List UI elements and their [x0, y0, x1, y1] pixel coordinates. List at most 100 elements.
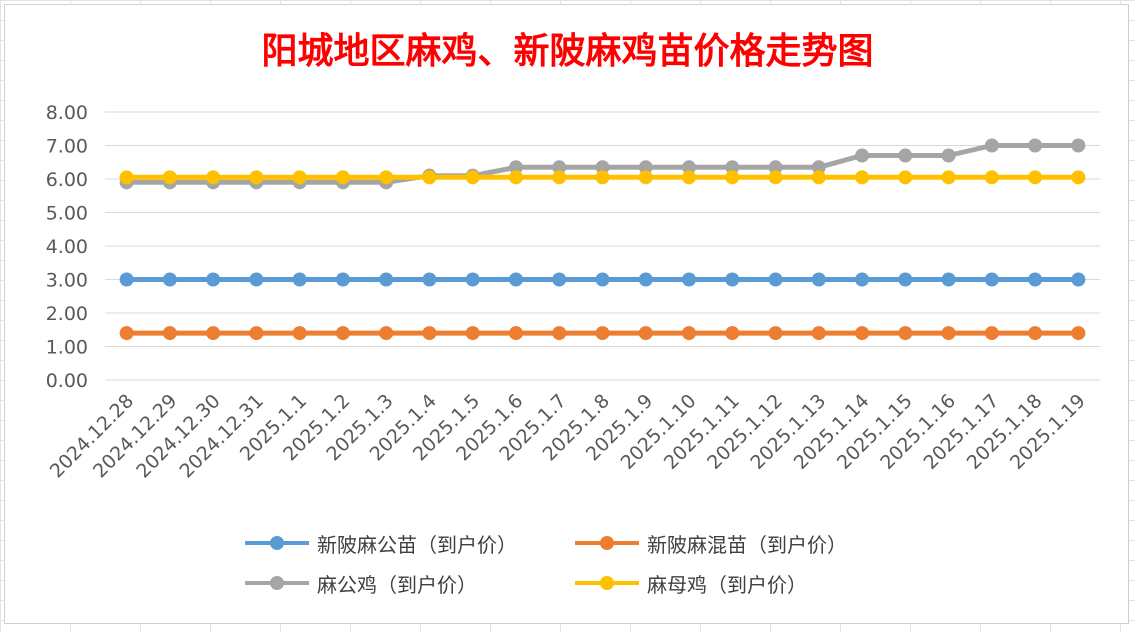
data-point — [898, 170, 913, 185]
data-point — [855, 170, 870, 185]
y-tick-label: 2.00 — [46, 303, 88, 325]
data-point — [292, 170, 307, 185]
data-point — [1028, 272, 1043, 287]
data-point — [768, 272, 783, 287]
data-point — [552, 170, 567, 185]
data-point — [855, 326, 870, 341]
data-point — [855, 148, 870, 163]
data-point — [508, 326, 523, 341]
data-point — [552, 326, 567, 341]
data-point — [422, 170, 437, 185]
data-point — [206, 326, 221, 341]
y-tick-label: 1.00 — [46, 337, 88, 359]
data-point — [119, 170, 134, 185]
data-point — [379, 170, 394, 185]
data-point — [1028, 138, 1043, 153]
data-point — [682, 272, 697, 287]
data-point — [768, 170, 783, 185]
data-point — [379, 272, 394, 287]
chart-title: 阳城地区麻鸡、新陂麻鸡苗价格走势图 — [261, 30, 874, 72]
data-point — [335, 326, 350, 341]
data-point — [811, 170, 826, 185]
data-point — [941, 170, 956, 185]
legend-label: 麻公鸡（到户价） — [317, 572, 477, 597]
legend-label: 新陂麻混苗（到户价） — [647, 532, 847, 557]
data-point — [984, 170, 999, 185]
data-point — [465, 272, 480, 287]
data-point — [984, 326, 999, 341]
data-point — [292, 326, 307, 341]
data-point — [1071, 326, 1086, 341]
data-point — [725, 326, 740, 341]
data-point — [206, 272, 221, 287]
legend-item: 麻公鸡（到户价） — [245, 570, 575, 597]
data-point — [206, 170, 221, 185]
data-point — [119, 272, 134, 287]
legend-marker — [245, 570, 309, 596]
data-point — [552, 160, 567, 175]
y-tick-label: 6.00 — [46, 169, 88, 191]
legend-marker — [575, 530, 639, 556]
data-point — [508, 272, 523, 287]
data-point — [1071, 138, 1086, 153]
data-point — [811, 272, 826, 287]
data-point — [162, 170, 177, 185]
data-point — [595, 170, 610, 185]
data-point — [422, 326, 437, 341]
data-point — [552, 272, 567, 287]
data-point — [638, 160, 653, 175]
y-tick-label: 4.00 — [46, 236, 88, 258]
data-point — [898, 272, 913, 287]
legend-marker — [245, 530, 309, 556]
data-point — [941, 326, 956, 341]
data-point — [811, 160, 826, 175]
data-point — [249, 272, 264, 287]
data-point — [422, 272, 437, 287]
data-point — [638, 272, 653, 287]
y-tick-label: 5.00 — [46, 203, 88, 225]
y-tick-label: 8.00 — [46, 102, 88, 124]
legend-marker — [575, 570, 639, 596]
data-point — [725, 160, 740, 175]
data-point — [1028, 170, 1043, 185]
data-point — [508, 160, 523, 175]
data-point — [898, 326, 913, 341]
data-point — [768, 326, 783, 341]
data-point — [638, 170, 653, 185]
data-point — [508, 170, 523, 185]
data-point — [941, 272, 956, 287]
chart-area[interactable] — [4, 4, 1129, 624]
data-point — [984, 272, 999, 287]
data-point — [725, 170, 740, 185]
data-point — [595, 160, 610, 175]
data-point — [811, 326, 826, 341]
data-point — [465, 170, 480, 185]
data-point — [162, 272, 177, 287]
y-tick-label: 3.00 — [46, 270, 88, 292]
data-point — [595, 326, 610, 341]
y-tick-label: 0.00 — [46, 370, 88, 392]
data-point — [898, 148, 913, 163]
data-point — [1071, 170, 1086, 185]
data-point — [682, 160, 697, 175]
data-point — [638, 326, 653, 341]
data-point — [119, 326, 134, 341]
legend-item: 新陂麻混苗（到户价） — [575, 530, 905, 557]
data-point — [249, 326, 264, 341]
data-point — [682, 170, 697, 185]
data-point — [682, 326, 697, 341]
data-point — [162, 326, 177, 341]
data-point — [292, 272, 307, 287]
data-point — [855, 272, 870, 287]
data-point — [725, 272, 740, 287]
legend-label: 新陂麻公苗（到户价） — [317, 532, 517, 557]
data-point — [984, 138, 999, 153]
data-point — [465, 326, 480, 341]
data-point — [249, 170, 264, 185]
data-point — [1071, 272, 1086, 287]
data-point — [379, 326, 394, 341]
data-point — [335, 170, 350, 185]
legend-item: 麻母鸡（到户价） — [575, 570, 905, 597]
data-point — [941, 148, 956, 163]
